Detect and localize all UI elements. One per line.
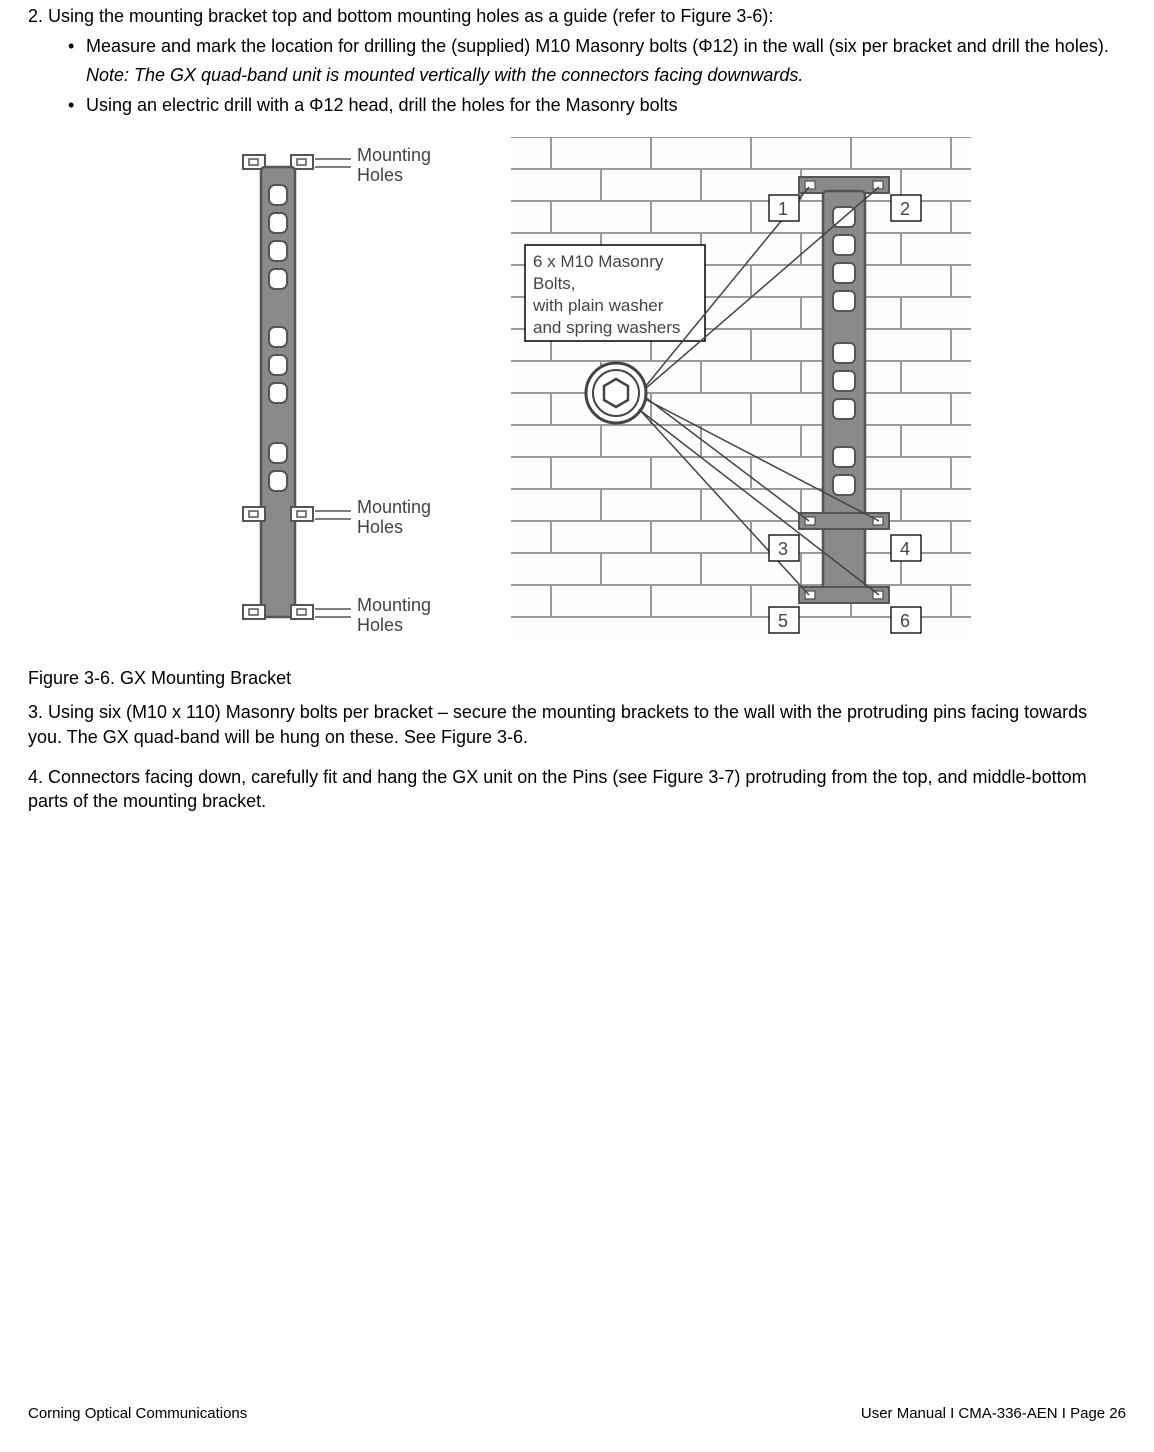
callout-line: 6 x M10 Masonry <box>533 252 664 271</box>
bolt-icon <box>586 363 646 423</box>
figure-caption: Figure 3-6. GX Mounting Bracket <box>28 666 1126 690</box>
bullet-item: • Measure and mark the location for dril… <box>68 34 1126 58</box>
num-box: 1 <box>778 199 788 219</box>
callout-line: and spring washers <box>533 318 680 337</box>
figure-bracket-left: Mounting Holes Mounting Holes Mounting H… <box>183 137 483 642</box>
footer-right: User Manual I CMA-336-AEN I Page 26 <box>861 1404 1126 1424</box>
footer-left: Corning Optical Communications <box>28 1404 247 1424</box>
step3-text: 3. Using six (M10 x 110) Masonry bolts p… <box>28 700 1126 749</box>
num-box: 6 <box>900 611 910 631</box>
figure-bracket-wall: 6 x M10 Masonry Bolts, with plain washer… <box>511 137 971 642</box>
bullet-text: Measure and mark the location for drilli… <box>86 34 1126 58</box>
step2-note: Note: The GX quad-band unit is mounted v… <box>86 63 1126 87</box>
num-box: 4 <box>900 539 910 559</box>
label-mounting-top: Mounting <box>357 145 431 165</box>
label-holes-top: Holes <box>357 165 403 185</box>
num-box: 2 <box>900 199 910 219</box>
label-holes-bot: Holes <box>357 615 403 635</box>
bullet-item: • Using an electric drill with a Φ12 hea… <box>68 93 1126 117</box>
num-box: 3 <box>778 539 788 559</box>
label-mounting-mid: Mounting <box>357 497 431 517</box>
num-box: 5 <box>778 611 788 631</box>
label-holes-mid: Holes <box>357 517 403 537</box>
bullet-text: Using an electric drill with a Φ12 head,… <box>86 93 1126 117</box>
callout-line: Bolts, <box>533 274 576 293</box>
callout-line: with plain washer <box>532 296 664 315</box>
step4-text: 4. Connectors facing down, carefully fit… <box>28 765 1126 814</box>
step2-intro: 2. Using the mounting bracket top and bo… <box>28 4 1126 28</box>
label-mounting-bot: Mounting <box>357 595 431 615</box>
